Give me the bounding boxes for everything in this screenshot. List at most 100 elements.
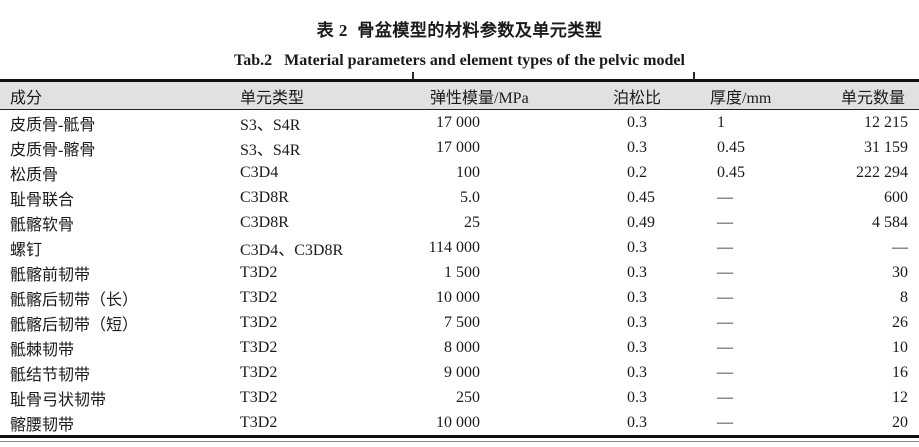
- cell-component: 骶髂后韧带（短）: [10, 316, 139, 334]
- table-bottom-thin-rule: [0, 441, 919, 442]
- table-row: 皮质骨-骶骨 S3、S4R 17 000 0.3 1 12 215: [0, 110, 919, 136]
- cell-element-type: T3D2: [240, 363, 278, 381]
- cell-thickness: 1: [717, 113, 725, 131]
- cell-component: 骶髂软骨: [10, 216, 75, 234]
- cell-element-type: S3、S4R: [240, 116, 301, 134]
- cell-poisson-ratio: 0.3: [627, 338, 647, 356]
- cell-element-count: 8: [900, 288, 908, 306]
- cell-element-count: 20: [892, 413, 908, 431]
- column-header-poisson-ratio: 泊松比: [613, 89, 662, 107]
- cell-poisson-ratio: 0.3: [627, 263, 647, 281]
- cell-poisson-ratio: 0.3: [627, 413, 647, 431]
- cell-component: 皮质骨-骶骨: [10, 116, 96, 134]
- cell-component: 骶棘韧带: [10, 341, 75, 359]
- cell-thickness: —: [717, 213, 733, 231]
- column-header-elastic-modulus: 弹性模量/MPa: [430, 89, 529, 107]
- cell-element-type: C3D4: [240, 163, 279, 181]
- cell-element-type: T3D2: [240, 338, 278, 356]
- cell-element-count: 12: [892, 388, 908, 406]
- table-row: 骶髂软骨 C3D8R 25 0.49 — 4 584: [0, 210, 919, 235]
- cell-elastic-modulus: 5.0: [460, 188, 480, 206]
- table-header-row: 成分 单元类型 弹性模量/MPa 泊松比 厚度/mm 单元数量: [0, 80, 919, 110]
- column-header-thickness: 厚度/mm: [710, 89, 772, 107]
- cell-thickness: —: [717, 363, 733, 381]
- cell-component: 骶髂后韧带（长）: [10, 291, 139, 309]
- table-row: 耻骨弓状韧带 T3D2 250 0.3 — 12: [0, 385, 919, 410]
- cell-thickness: —: [717, 188, 733, 206]
- table-caption-english: Tab.2 Material parameters and element ty…: [234, 52, 685, 69]
- cell-component: 皮质骨-髂骨: [10, 141, 96, 159]
- table-row: 螺钉 C3D4、C3D8R 114 000 0.3 — —: [0, 235, 919, 260]
- cell-poisson-ratio: 0.45: [627, 188, 655, 206]
- cell-elastic-modulus: 17 000: [436, 138, 480, 156]
- cell-thickness: 0.45: [717, 163, 745, 181]
- scan-tick-mark: [693, 72, 695, 80]
- table-row: 骶结节韧带 T3D2 9 000 0.3 — 16: [0, 360, 919, 385]
- cell-component: 松质骨: [10, 166, 59, 184]
- cell-poisson-ratio: 0.2: [627, 163, 647, 181]
- cell-thickness: 0.45: [717, 138, 745, 156]
- cell-elastic-modulus: 9 000: [444, 363, 480, 381]
- cell-poisson-ratio: 0.3: [627, 138, 647, 156]
- table-row: 骶髂前韧带 T3D2 1 500 0.3 — 30: [0, 260, 919, 285]
- cell-poisson-ratio: 0.3: [627, 363, 647, 381]
- cell-element-count: 4 584: [872, 213, 908, 231]
- cell-elastic-modulus: 100: [456, 163, 480, 181]
- cell-element-type: T3D2: [240, 413, 278, 431]
- cell-elastic-modulus: 114 000: [428, 238, 480, 256]
- cell-component: 髂腰韧带: [10, 416, 75, 434]
- cell-element-type: C3D8R: [240, 188, 289, 206]
- cell-component: 耻骨弓状韧带: [10, 391, 107, 409]
- column-header-component: 成分: [10, 89, 43, 107]
- material-parameters-table: 成分 单元类型 弹性模量/MPa 泊松比 厚度/mm 单元数量 皮质骨-骶骨 S3…: [0, 79, 919, 438]
- cell-element-count: 31 159: [864, 138, 908, 156]
- cell-element-type: S3、S4R: [240, 141, 301, 159]
- material-table-wrapper: 成分 单元类型 弹性模量/MPa 泊松比 厚度/mm 单元数量 皮质骨-骶骨 S3…: [0, 72, 919, 442]
- cell-component: 耻骨联合: [10, 191, 75, 209]
- cell-element-type: C3D8R: [240, 213, 289, 231]
- table-row: 松质骨 C3D4 100 0.2 0.45 222 294: [0, 160, 919, 185]
- table-row: 骶髂后韧带（短） T3D2 7 500 0.3 — 26: [0, 310, 919, 335]
- cell-element-count: 10: [892, 338, 908, 356]
- column-header-element-count: 单元数量: [840, 89, 905, 107]
- table-row: 耻骨联合 C3D8R 5.0 0.45 — 600: [0, 185, 919, 210]
- cell-element-count: —: [892, 238, 908, 256]
- cell-element-type: T3D2: [240, 313, 278, 331]
- cell-component: 骶结节韧带: [10, 366, 91, 384]
- cell-elastic-modulus: 250: [456, 388, 480, 406]
- cell-elastic-modulus: 1 500: [444, 263, 480, 281]
- cell-element-type: T3D2: [240, 288, 278, 306]
- cell-element-type: T3D2: [240, 263, 278, 281]
- cell-thickness: —: [717, 413, 733, 431]
- table-caption-chinese: 表 2 骨盆模型的材料参数及单元类型: [316, 21, 603, 40]
- cell-poisson-ratio: 0.3: [627, 313, 647, 331]
- cell-elastic-modulus: 25: [464, 213, 480, 231]
- cell-element-type: C3D4、C3D8R: [240, 241, 344, 259]
- cell-thickness: —: [717, 338, 733, 356]
- column-header-element-type: 单元类型: [240, 89, 305, 107]
- table-row: 皮质骨-髂骨 S3、S4R 17 000 0.3 0.45 31 159: [0, 135, 919, 160]
- cell-thickness: —: [717, 388, 733, 406]
- cell-element-count: 600: [884, 188, 908, 206]
- cell-thickness: —: [717, 313, 733, 331]
- cell-thickness: —: [717, 288, 733, 306]
- table-row: 髂腰韧带 T3D2 10 000 0.3 — 20: [0, 410, 919, 437]
- cell-elastic-modulus: 17 000: [436, 113, 480, 131]
- cell-thickness: —: [717, 263, 733, 281]
- cell-elastic-modulus: 10 000: [436, 413, 480, 431]
- cell-element-count: 30: [892, 263, 908, 281]
- table-body: 皮质骨-骶骨 S3、S4R 17 000 0.3 1 12 215 皮质骨-髂骨 S3、S4R…: [0, 110, 919, 437]
- cell-element-type: T3D2: [240, 388, 278, 406]
- cell-element-count: 12 215: [864, 113, 908, 131]
- cell-poisson-ratio: 0.3: [627, 388, 647, 406]
- cell-elastic-modulus: 8 000: [444, 338, 480, 356]
- cell-thickness: —: [717, 238, 733, 256]
- cell-elastic-modulus: 7 500: [444, 313, 480, 331]
- cell-component: 骶髂前韧带: [10, 266, 91, 284]
- cell-elastic-modulus: 10 000: [436, 288, 480, 306]
- scan-tick-mark: [412, 72, 414, 80]
- cell-component: 螺钉: [10, 241, 43, 259]
- cell-poisson-ratio: 0.3: [627, 113, 647, 131]
- table-row: 骶髂后韧带（长） T3D2 10 000 0.3 — 8: [0, 285, 919, 310]
